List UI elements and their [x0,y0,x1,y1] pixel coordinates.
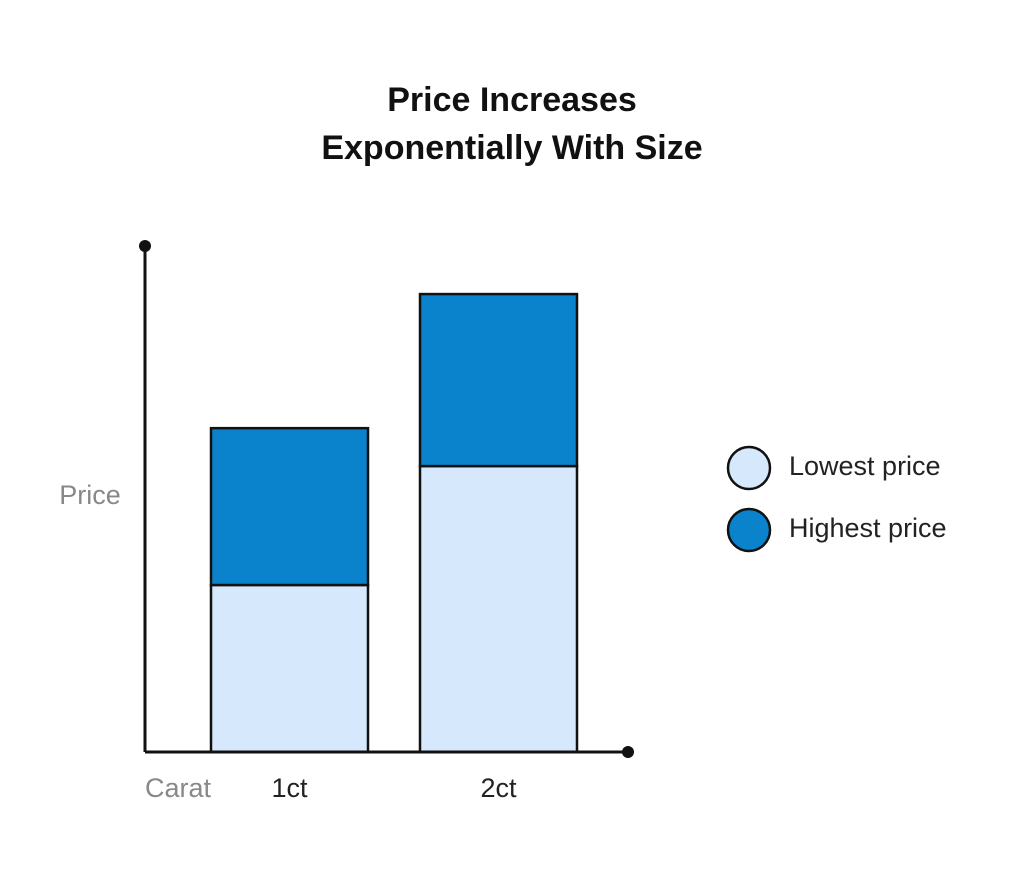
axis-end [139,240,151,252]
x-tick-label: 2ct [480,773,517,803]
x-tick-label: 1ct [271,773,308,803]
legend-label: Lowest price [789,451,941,481]
chart-title: Price Increases [387,81,637,119]
bar-segment [209,426,370,587]
bar-segment [418,464,579,754]
legend-marker [726,507,772,553]
x-axis-label: Carat [145,773,212,803]
legend-label: Highest price [789,513,947,543]
y-axis-label: Price [59,480,121,510]
plot [209,292,579,754]
legend-marker [726,445,772,491]
bar-segment [209,583,370,754]
axis-end [622,746,634,758]
bar-segment [418,292,579,468]
chart-title: Exponentially With Size [321,129,702,167]
